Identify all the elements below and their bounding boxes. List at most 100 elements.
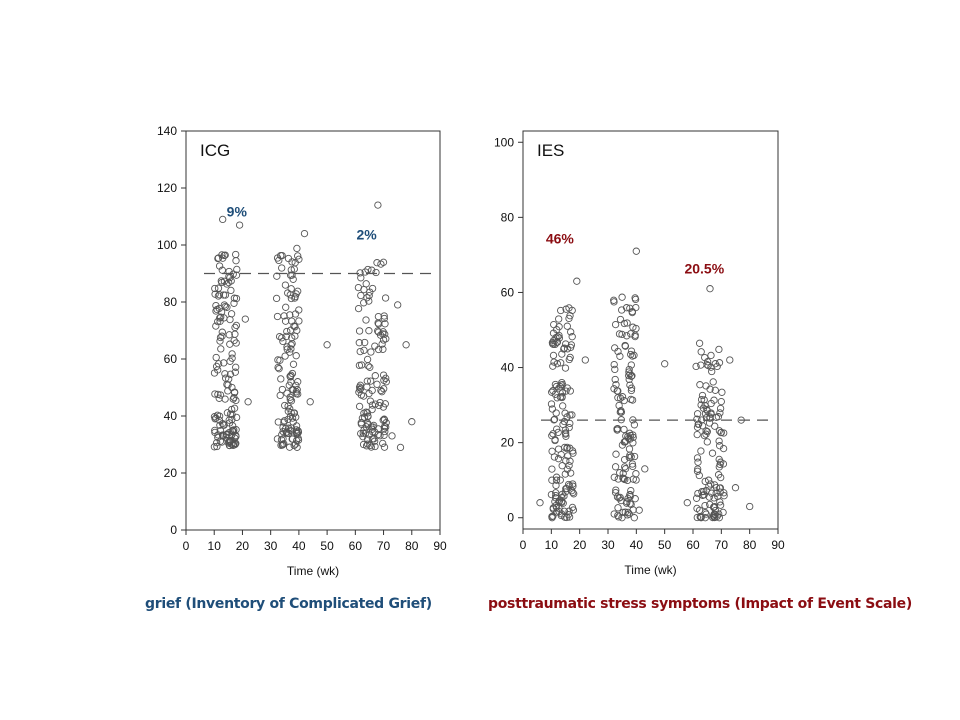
data-point [573,277,581,285]
data-point [232,339,240,347]
data-point [216,421,224,429]
data-point [373,380,381,388]
data-point [641,465,649,473]
data-point [366,397,375,405]
data-point [560,492,568,500]
data-point [286,291,294,299]
data-point [632,303,640,312]
data-point [275,365,283,373]
data-point [226,370,235,378]
data-point [368,405,376,414]
data-point [556,476,564,484]
data-point [702,427,710,435]
data-point [566,411,574,419]
data-point [288,435,296,443]
x-tick-label: 30 [601,538,615,552]
data-point [552,476,561,484]
data-point [278,441,286,449]
data-point [355,361,364,370]
data-point [697,514,705,522]
data-point [695,420,703,428]
data-point [705,482,713,490]
data-point [611,375,619,384]
data-point [708,449,717,457]
x-tick-label: 0 [520,538,527,552]
y-tick-label: 20 [164,466,178,480]
data-point [381,320,389,328]
data-point [558,498,566,507]
data-point [274,363,282,372]
data-point [562,432,570,440]
data-point [695,339,704,347]
data-point [235,221,244,229]
data-point [715,359,724,367]
data-point [731,484,740,492]
data-point [702,486,710,495]
data-point [566,387,574,395]
data-point [225,267,233,276]
x-tick-label: 10 [208,539,222,553]
data-point [568,411,576,419]
data-point [228,350,236,358]
data-point [371,342,379,350]
data-point [697,395,706,404]
data-point [374,319,382,327]
data-point [292,352,300,360]
data-point [356,347,364,356]
data-point [277,375,285,383]
data-point [715,437,723,445]
percentage-annotation: 20.5% [684,261,724,277]
data-point [363,377,371,385]
data-point [226,340,234,348]
data-point [355,327,364,335]
data-point [244,398,252,406]
data-point [704,361,712,370]
data-point [710,494,718,502]
data-point [356,386,364,394]
data-point [694,458,702,466]
data-point [561,429,570,437]
data-point [408,418,416,426]
data-point [707,480,715,488]
data-point [627,350,635,359]
data-point [300,229,309,238]
data-point [295,306,303,314]
data-point [555,323,563,331]
data-point [378,388,386,396]
data-point [288,271,296,279]
data-point [359,429,367,437]
data-point [210,443,219,451]
data-point [380,415,388,423]
data-point [287,427,296,435]
data-point [289,385,297,394]
data-point [566,457,574,465]
data-point [610,473,618,481]
data-point [363,383,371,391]
data-point [210,369,219,377]
data-point [625,445,634,453]
data-point [612,450,620,458]
data-point [566,419,574,428]
data-point [287,285,295,293]
data-point [693,423,702,431]
data-point [283,345,291,353]
data-point [611,488,620,497]
data-point [217,277,225,285]
data-point [219,254,227,262]
data-point [548,405,557,413]
y-tick-label: 140 [157,124,177,138]
data-point [367,348,375,356]
data-point [627,386,636,395]
data-point [712,483,721,492]
data-point [695,506,704,514]
data-point [617,416,625,424]
data-point [716,442,724,450]
data-point [212,307,220,315]
data-point [378,340,386,348]
data-point [629,462,637,471]
data-point [212,322,220,330]
data-point [619,469,627,478]
x-tick-label: 90 [433,539,447,553]
data-point [702,382,710,390]
grief-caption: grief (Inventory of Complicated Grief) [145,596,432,612]
